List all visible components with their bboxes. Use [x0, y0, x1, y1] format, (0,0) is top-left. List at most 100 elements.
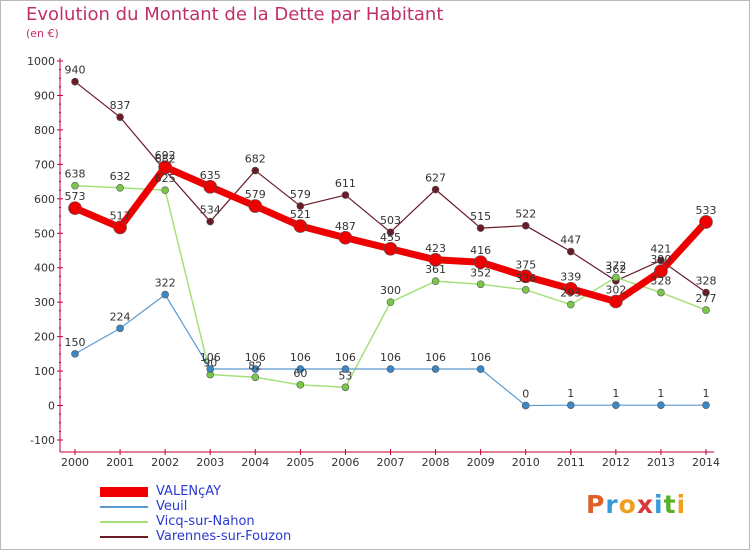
data-point	[702, 401, 710, 410]
x-tick-label: 2002	[151, 456, 179, 469]
data-point	[431, 277, 440, 285]
data-point	[203, 179, 218, 194]
data-label: 106	[470, 351, 491, 364]
y-tick-label: 200	[34, 331, 55, 344]
x-tick-label: 2006	[331, 456, 359, 469]
logo-letter: t	[663, 490, 677, 519]
data-label: 361	[425, 263, 446, 276]
x-tick-label: 2012	[602, 456, 630, 469]
legend-swatch	[100, 486, 148, 497]
data-label: 60	[293, 367, 307, 380]
data-label: 293	[560, 287, 581, 300]
data-point	[338, 230, 353, 245]
data-point	[566, 401, 575, 410]
legend-label: VALENçAY	[156, 484, 222, 499]
legend-swatch	[100, 535, 148, 538]
data-label: 277	[696, 292, 717, 305]
data-point	[699, 215, 713, 229]
data-point	[116, 324, 124, 333]
data-point	[476, 280, 485, 289]
logo-letter: o	[618, 490, 637, 519]
data-label: 224	[110, 310, 131, 323]
data-point	[386, 365, 395, 373]
data-point	[341, 383, 350, 392]
data-point	[248, 199, 263, 213]
data-label: 416	[470, 244, 491, 257]
legend-swatch	[100, 505, 148, 508]
data-label: 328	[650, 275, 671, 288]
proxiti-logo: Proxiti	[586, 490, 686, 519]
data-point	[702, 288, 710, 297]
data-point	[566, 247, 575, 256]
data-label: 515	[470, 210, 491, 223]
data-label: 106	[245, 351, 266, 364]
data-point	[68, 201, 82, 215]
data-point	[113, 220, 127, 235]
data-label: 638	[65, 168, 86, 181]
data-point	[476, 365, 485, 373]
data-label: 106	[290, 351, 311, 364]
data-label: 837	[110, 99, 131, 112]
legend-swatch	[100, 520, 148, 523]
data-point	[206, 365, 215, 373]
data-label: 53	[338, 369, 352, 382]
data-point	[341, 365, 350, 373]
x-tick-label: 2011	[557, 456, 585, 469]
logo-letter: x	[636, 490, 654, 519]
data-label: 372	[605, 259, 626, 272]
data-point	[563, 281, 578, 296]
data-point	[431, 185, 440, 194]
data-point	[566, 300, 575, 309]
x-tick-label: 2013	[647, 456, 675, 469]
y-tick-label: 1000	[27, 55, 55, 68]
data-label: 447	[560, 234, 581, 247]
data-label: 521	[290, 208, 311, 221]
data-label: 632	[110, 170, 131, 183]
data-point	[206, 217, 215, 226]
data-label: 390	[650, 253, 671, 266]
x-tick-label: 2007	[377, 456, 405, 469]
data-point	[158, 160, 172, 174]
legend-label: Varennes-sur-Fouzon	[156, 529, 292, 544]
y-tick-label: 700	[34, 158, 55, 171]
data-label: 625	[155, 172, 176, 185]
data-label: 90	[203, 357, 217, 370]
data-point	[293, 219, 308, 233]
data-label: 611	[335, 177, 356, 190]
data-point	[428, 253, 443, 267]
data-label: 940	[65, 64, 86, 77]
data-label: 517	[110, 209, 131, 222]
data-label: 106	[425, 351, 446, 364]
data-point	[341, 191, 350, 199]
data-label: 682	[155, 153, 176, 166]
data-point	[518, 269, 533, 284]
data-label: 82	[248, 359, 262, 372]
data-point	[702, 306, 710, 314]
data-point	[609, 294, 623, 309]
data-label: 1	[612, 387, 619, 400]
data-label: 503	[380, 214, 401, 227]
data-label: 627	[425, 172, 446, 185]
data-label: 1	[703, 387, 710, 400]
data-label: 1	[567, 387, 574, 400]
data-point	[657, 401, 665, 410]
data-label: 106	[200, 351, 221, 364]
data-point	[521, 285, 530, 294]
legend-label: Veuil	[156, 499, 188, 514]
data-point	[296, 202, 305, 210]
data-point	[386, 228, 395, 237]
data-point	[116, 183, 124, 192]
data-point	[521, 401, 530, 410]
x-tick-label: 2004	[241, 456, 269, 469]
data-label: 322	[155, 277, 176, 290]
data-point	[161, 186, 169, 195]
logo-letter: P	[586, 490, 606, 519]
data-point	[71, 350, 79, 358]
data-label: 300	[380, 284, 401, 297]
data-point	[612, 273, 620, 282]
x-tick-label: 2009	[467, 456, 495, 469]
x-tick-label: 2008	[422, 456, 450, 469]
y-tick-label: -100	[30, 434, 55, 447]
